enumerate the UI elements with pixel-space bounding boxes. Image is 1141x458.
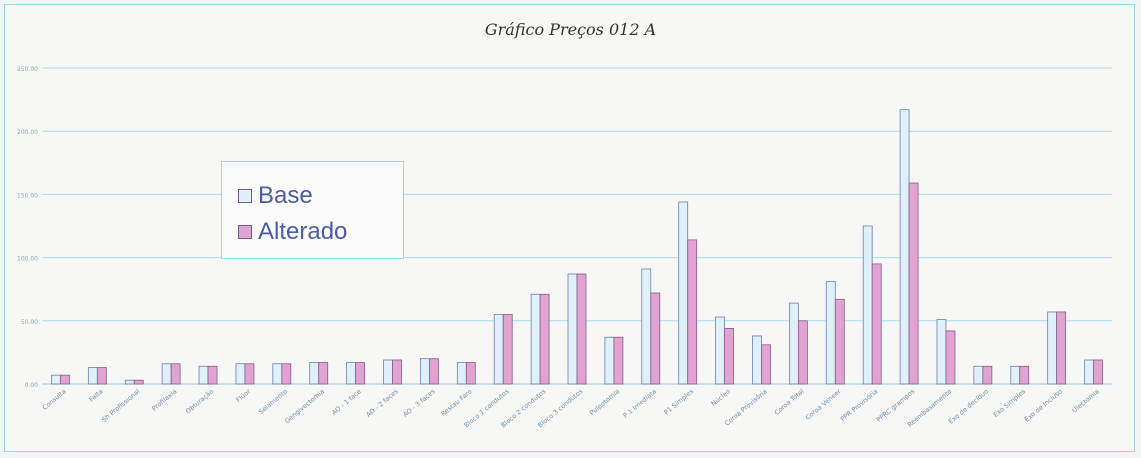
- bar-alterado: [1093, 359, 1103, 385]
- bar-base: [272, 363, 283, 385]
- bar-alterado: [982, 365, 993, 385]
- bar-base: [825, 281, 836, 385]
- bar-base: [862, 225, 873, 385]
- bar-alterado: [355, 362, 366, 385]
- bar-alterado: [871, 263, 882, 385]
- y-tick-label: 100.00: [17, 256, 38, 263]
- bar-alterado: [244, 363, 255, 385]
- bar-alterado: [908, 182, 919, 385]
- bar-base: [1010, 365, 1021, 385]
- y-tick-label: 0.00: [25, 382, 39, 389]
- bar-base: [346, 362, 357, 385]
- bar-alterado: [945, 330, 956, 385]
- bar-base: [604, 336, 615, 385]
- x-tick-label: Falta: [88, 387, 105, 403]
- bar-base: [715, 316, 725, 385]
- y-tick-label: 250.00: [17, 66, 38, 73]
- bar-alterado: [576, 273, 587, 385]
- bar-base: [678, 201, 689, 385]
- y-tick-label: 200.00: [17, 129, 38, 136]
- bar-alterado: [613, 336, 624, 385]
- bar-base: [567, 273, 578, 385]
- y-tick-label: 50.00: [21, 319, 38, 326]
- legend: Base Alterado: [221, 161, 404, 259]
- bar-base: [641, 268, 652, 385]
- legend-item-base: Base: [238, 182, 313, 210]
- x-tick-label: Coroa Total: [773, 387, 806, 417]
- bar-alterado: [1056, 311, 1067, 385]
- x-tick-label: Restau Faro: [439, 387, 473, 418]
- x-tick-label: P1 Simples: [662, 387, 695, 416]
- bar-base: [309, 362, 320, 385]
- bar-base: [493, 314, 504, 385]
- bar-alterado: [502, 314, 513, 385]
- x-tick-label: Ulectomia: [1071, 387, 1101, 414]
- bar-alterado: [96, 367, 107, 385]
- legend-swatch-base: [238, 189, 252, 203]
- x-tick-label: Profilaxia: [150, 387, 178, 412]
- bar-base: [899, 109, 910, 385]
- bar-alterado: [465, 362, 476, 385]
- bar-alterado: [318, 362, 329, 385]
- x-tick-label: PPR Provisória: [839, 387, 880, 423]
- bar-base: [973, 365, 984, 385]
- bar-base: [420, 358, 430, 385]
- bar-alterado: [170, 363, 181, 385]
- bar-base: [530, 293, 541, 385]
- bar-base: [936, 319, 947, 385]
- legend-swatch-alterado: [238, 225, 252, 239]
- x-tick-label: Obturação: [184, 387, 215, 415]
- y-tick-label: 150.00: [17, 192, 38, 199]
- bar-alterado: [724, 327, 734, 385]
- x-tick-label: Coroa Veneer: [804, 387, 843, 421]
- x-tick-label: Gengivectomia: [283, 387, 326, 425]
- x-tick-label: Exo de decíduo: [947, 387, 990, 425]
- bar-alterado: [207, 365, 218, 385]
- bar-alterado: [687, 239, 698, 385]
- bar-base: [235, 363, 246, 385]
- bar-alterado: [761, 344, 771, 385]
- bar-base: [456, 362, 467, 385]
- bar-base: [1084, 359, 1094, 385]
- x-tick-label: Pulpotomia: [588, 387, 621, 417]
- bar-base: [87, 367, 98, 385]
- legend-label-alterado: Alterado: [258, 218, 348, 245]
- x-tick-label: Exo Simples: [992, 387, 1028, 419]
- bar-base: [124, 379, 135, 385]
- bar-base: [161, 363, 172, 385]
- x-tick-label: Sh Profissional: [100, 387, 141, 424]
- x-tick-label: AO - 3 faces: [401, 387, 437, 419]
- x-tick-label: Exo de Incluso: [1023, 387, 1064, 423]
- bar-alterado: [650, 292, 661, 385]
- bar-alterado: [834, 298, 845, 385]
- x-tick-label: Flúor: [235, 387, 253, 404]
- x-tick-label: Consulta: [41, 387, 68, 411]
- x-tick-label: AO - 2 faces: [365, 387, 401, 419]
- bar-base: [383, 359, 393, 385]
- x-tick-label: Selamento: [257, 387, 289, 416]
- bar-base: [1047, 311, 1058, 385]
- bar-alterado: [797, 320, 808, 385]
- legend-label-base: Base: [258, 182, 313, 209]
- x-tick-label: AO - 1 face: [330, 387, 363, 416]
- bar-alterado: [1019, 365, 1030, 385]
- bar-base: [788, 302, 799, 385]
- bar-alterado: [281, 363, 292, 385]
- x-tick-label: P 1 Imediata: [622, 387, 658, 419]
- bar-base: [198, 365, 209, 385]
- chart-title: Gráfico Preços 012 A: [484, 20, 657, 39]
- bar-base: [752, 335, 762, 385]
- bar-base: [51, 374, 61, 385]
- bar-alterado: [429, 358, 439, 385]
- bar-alterado: [60, 374, 70, 385]
- bar-alterado: [392, 359, 402, 385]
- bar-alterado: [133, 379, 144, 385]
- legend-item-alterado: Alterado: [238, 218, 347, 246]
- bar-alterado: [539, 293, 550, 385]
- x-tick-label: Núcleo: [710, 387, 732, 408]
